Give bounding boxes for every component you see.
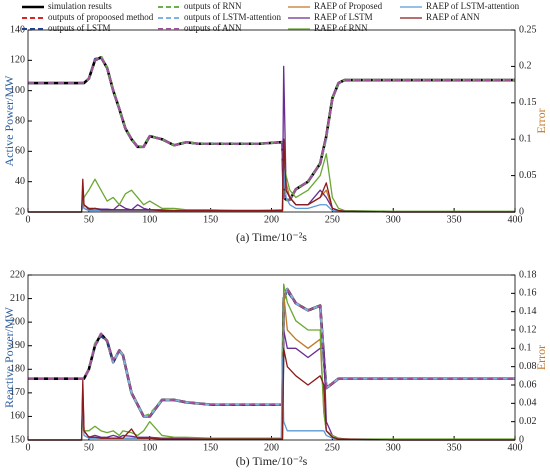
y-tick-label: 170 — [10, 387, 25, 398]
x-tick-label: 400 — [508, 442, 523, 453]
legend-label: RAEP of ANN — [426, 12, 480, 22]
x-tick-label: 100 — [142, 442, 157, 453]
plot-area — [28, 275, 515, 440]
legend-label: outputs of ANN — [184, 23, 242, 33]
y2-tick-label: 0.18 — [519, 269, 537, 280]
legend-label: RAEP of RNN — [314, 23, 368, 33]
y2-tick-label: 0.2 — [519, 61, 532, 72]
y-axis-label: Reactive Power/MW — [2, 306, 16, 408]
y2-tick-label: 0.08 — [519, 361, 537, 372]
y-tick-label: 180 — [10, 364, 25, 375]
x-tick-label: 200 — [264, 442, 279, 453]
y-tick-label: 150 — [10, 434, 25, 445]
output-line — [28, 288, 515, 418]
legend-label: RAEP of LSTM-attention — [426, 1, 520, 11]
y-tick-label: 190 — [10, 340, 25, 351]
x-tick-label: 0 — [26, 442, 31, 453]
y2-axis-label: Error — [534, 345, 548, 370]
legend-label: outputs of LSTM-attention — [184, 12, 281, 22]
y2-tick-label: 0.14 — [519, 306, 537, 317]
legend-label: outputs of RNN — [184, 1, 242, 11]
y-tick-label: 120 — [10, 55, 25, 66]
x-axis-label: (a) Time/10⁻²s — [236, 230, 307, 244]
y-tick-label: 80 — [15, 115, 25, 126]
legend-label: outputs of propoosed method — [48, 12, 154, 22]
x-tick-label: 200 — [264, 214, 279, 225]
y-tick-label: 20 — [15, 206, 25, 217]
error-line — [28, 329, 515, 441]
y-tick-label: 100 — [10, 85, 25, 96]
y-tick-label: 40 — [15, 176, 25, 187]
y2-tick-label: 0 — [519, 206, 524, 217]
y2-tick-label: 0.16 — [519, 288, 537, 299]
x-tick-label: 350 — [447, 214, 462, 225]
y2-tick-label: 0 — [519, 434, 524, 445]
error-line — [28, 153, 515, 213]
x-tick-label: 400 — [508, 214, 523, 225]
y2-tick-label: 0.04 — [519, 398, 537, 409]
legend-label: RAEP of Proposed — [314, 1, 383, 11]
x-tick-label: 300 — [386, 442, 401, 453]
x-tick-label: 0 — [26, 214, 31, 225]
x-tick-label: 250 — [325, 214, 340, 225]
error-line — [28, 138, 515, 213]
y2-axis-label: Error — [534, 108, 548, 133]
error-line — [28, 347, 515, 441]
x-tick-label: 250 — [325, 442, 340, 453]
y-tick-label: 220 — [10, 269, 25, 280]
x-tick-label: 350 — [447, 442, 462, 453]
x-tick-label: 50 — [84, 214, 94, 225]
y-tick-label: 160 — [10, 411, 25, 422]
plot-frame — [27, 29, 516, 213]
y2-tick-label: 0.25 — [519, 24, 537, 35]
y-axis-label: Active Power/MW — [2, 75, 16, 167]
y2-tick-label: 0.15 — [519, 97, 537, 108]
x-axis-label: (b) Time/10⁻²s — [236, 454, 308, 468]
legend-label: RAEP of LSTM — [314, 12, 373, 22]
x-tick-label: 100 — [142, 214, 157, 225]
plot-frame — [27, 274, 516, 441]
y2-tick-label: 0.12 — [519, 324, 537, 335]
y-tick-label: 140 — [10, 24, 25, 35]
output-line — [28, 54, 515, 201]
output-line — [28, 56, 515, 201]
x-tick-label: 300 — [386, 214, 401, 225]
y2-tick-label: 0.1 — [519, 133, 532, 144]
y-tick-label: 60 — [15, 146, 25, 157]
y2-tick-label: 0.05 — [519, 170, 537, 181]
error-line — [28, 167, 515, 213]
plot-area — [28, 30, 515, 212]
y2-tick-label: 0.06 — [519, 379, 537, 390]
x-tick-label: 50 — [84, 442, 94, 453]
y-tick-label: 200 — [10, 316, 25, 327]
legend-label: simulation results — [48, 1, 112, 11]
y2-tick-label: 0.02 — [519, 416, 537, 427]
legend-label: outputs of LSTM — [48, 23, 111, 33]
x-tick-label: 150 — [203, 214, 218, 225]
x-tick-label: 150 — [203, 442, 218, 453]
y-tick-label: 210 — [10, 293, 25, 304]
y2-tick-label: 0.1 — [519, 343, 532, 354]
